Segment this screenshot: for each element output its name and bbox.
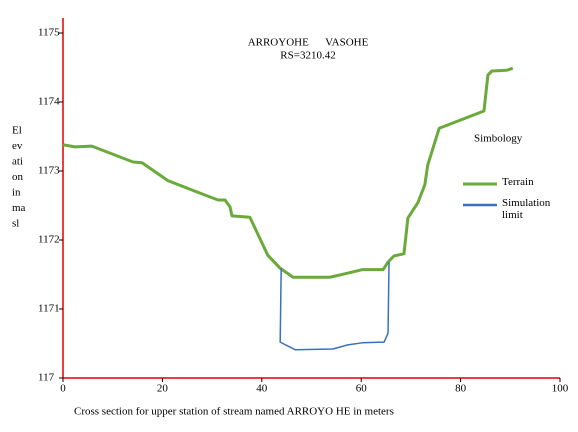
y-axis-label: ma [12, 202, 26, 214]
series-line [279, 262, 390, 351]
x-tick-label: 60 [356, 383, 368, 395]
y-axis-label: ati [12, 156, 23, 168]
legend-label: Terrain [502, 176, 534, 188]
x-axis-label: Cross section for upper station of strea… [74, 406, 394, 418]
y-tick-label: 1175 [38, 27, 60, 39]
y-axis-label: in [12, 187, 21, 199]
chart-title: RS=3210.42 [280, 50, 335, 62]
y-tick-label: 1173 [38, 165, 60, 177]
x-tick-label: 100 [552, 383, 569, 395]
legend-item: Terrain [502, 176, 534, 188]
legend-item: Simulation limit [502, 197, 551, 221]
x-tick-label: 0 [60, 383, 66, 395]
y-tick-label: 117 [38, 372, 55, 384]
y-tick-label: 1171 [38, 303, 60, 315]
x-tick-label: 40 [256, 383, 268, 395]
series-line [62, 66, 514, 279]
y-axis-label: El [12, 125, 22, 137]
y-axis-label: sl [12, 218, 19, 230]
y-axis-label: on [12, 171, 24, 183]
y-tick-label: 1174 [38, 96, 60, 108]
legend-label: Simulation limit [502, 197, 551, 221]
y-axis-label: ev [12, 140, 23, 152]
y-tick-label: 1172 [38, 234, 60, 246]
x-tick-label: 80 [455, 383, 467, 395]
legend-title: Simbology [474, 133, 523, 145]
chart-title: ARROYOHE VASOHE [248, 37, 369, 49]
x-tick-label: 20 [157, 383, 169, 395]
